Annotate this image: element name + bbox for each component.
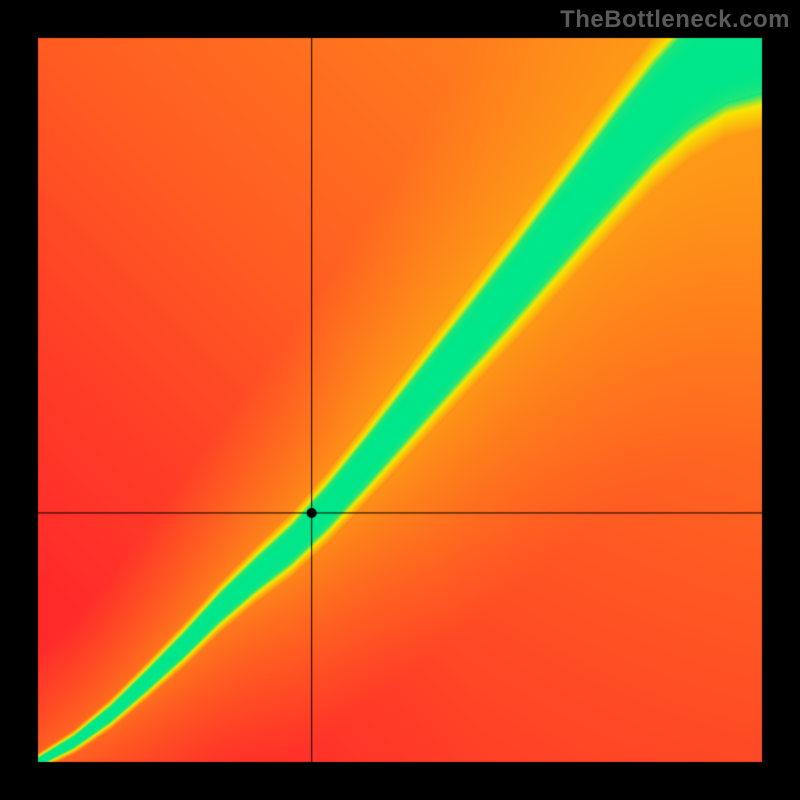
chart-container: TheBottleneck.com [0, 0, 800, 800]
bottleneck-heatmap-canvas [0, 0, 800, 800]
watermark-text: TheBottleneck.com [560, 6, 790, 34]
